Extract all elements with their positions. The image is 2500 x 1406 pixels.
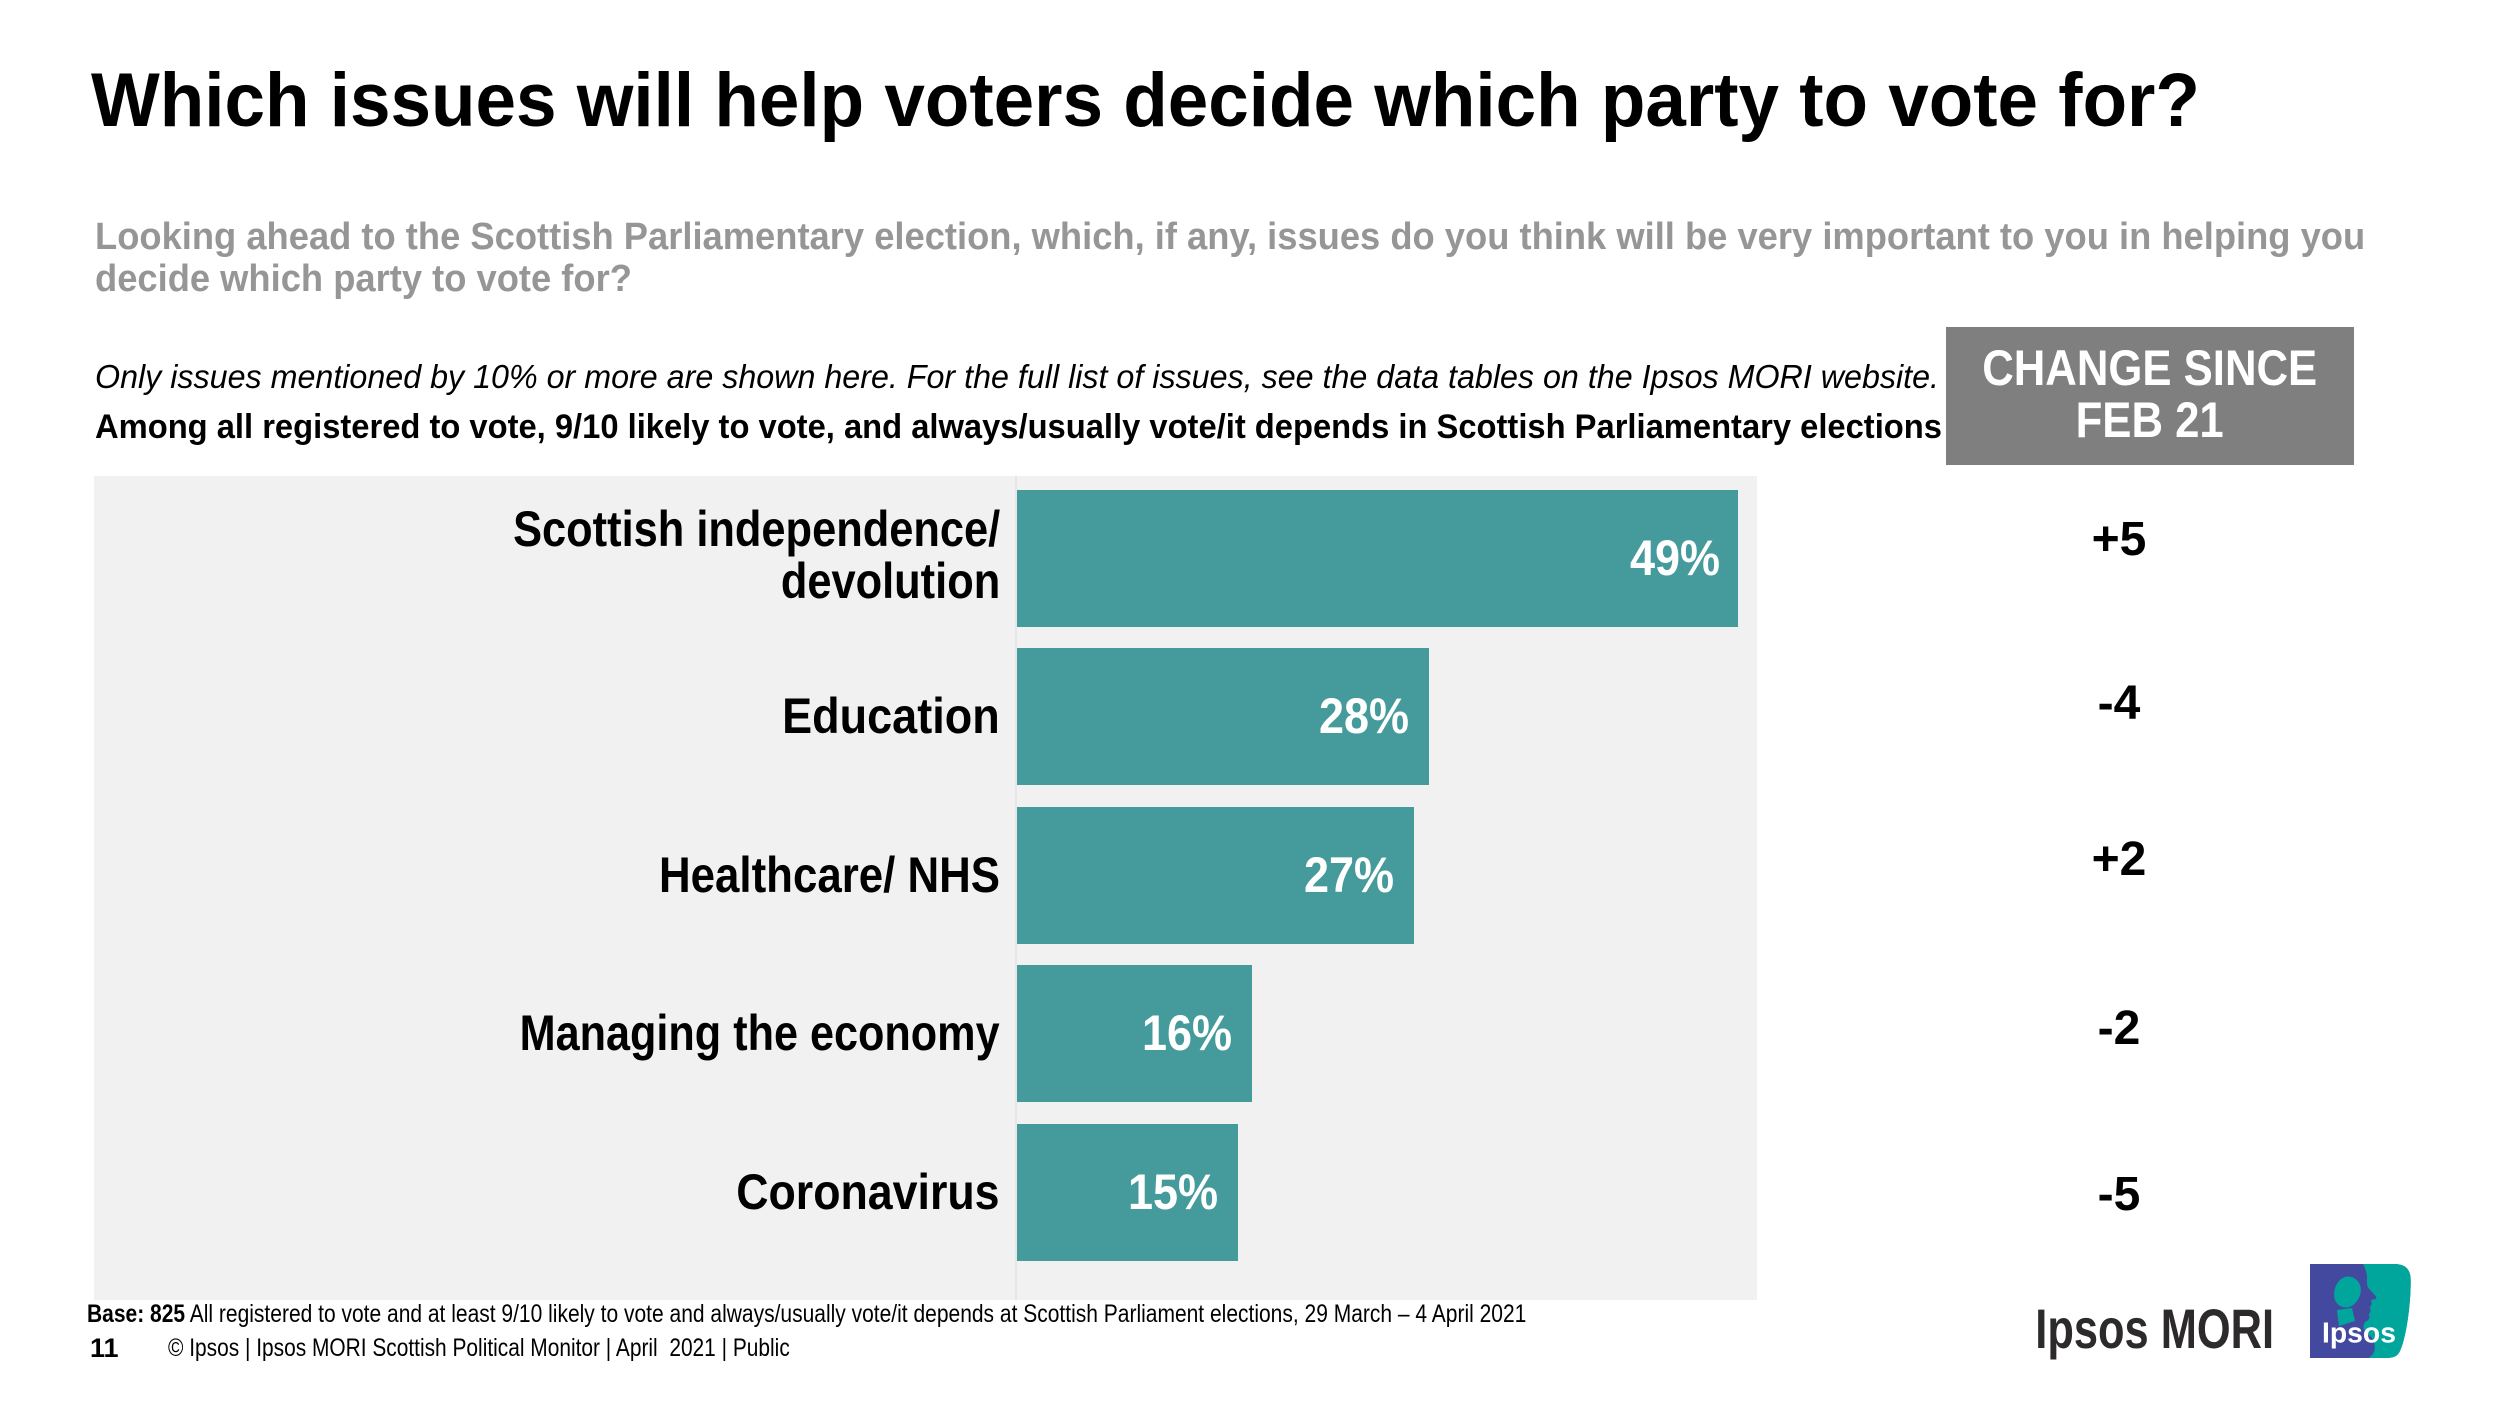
svg-text:Ipsos: Ipsos xyxy=(2322,1317,2396,1349)
